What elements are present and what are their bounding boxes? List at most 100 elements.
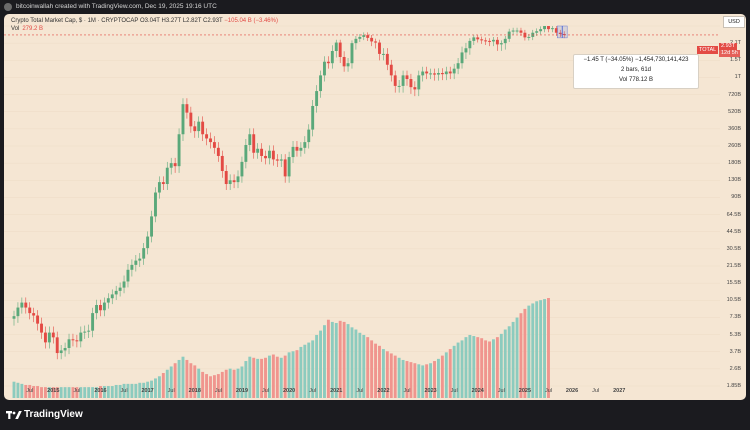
chart-header: Crypto Total Market Cap, $ · 1M · CRYPTO… [11,18,278,24]
volume-bar [409,362,413,398]
volume-bar [244,361,248,398]
candle-body [480,39,484,41]
candle-body [562,33,566,35]
candle-body [433,73,436,75]
candle-body [12,316,16,319]
candle-body [79,332,83,342]
volume-bar [157,376,161,398]
candle-body [492,39,495,42]
high-value: H3.27T [161,18,182,24]
candle-body [511,30,515,32]
symbol-title[interactable]: Crypto Total Market Cap, $ · 1M · CRYPTO… [11,18,139,24]
y-tick-label: 10.5B [726,297,741,304]
measure-tooltip: −1.45 T (−34.05%) −1,454,730,141,423 2 b… [573,54,699,89]
volume-bar [75,387,79,398]
candle-body [169,163,173,168]
candle-body [240,161,244,177]
volume-bar [366,337,370,398]
candle-body [543,26,546,30]
volume-bar [338,320,342,398]
volume-label: Vol [11,26,20,32]
candle-body [436,73,440,75]
candle-body [228,180,232,185]
volume-bar [20,383,24,398]
volume-bar [342,321,346,398]
candle-body [138,258,142,261]
volume-bar [283,355,287,398]
volume-bar [319,330,322,398]
volume-bar [252,357,256,398]
measure-volume: Vol 778.12 B [618,77,654,83]
volume-bar [507,326,511,398]
x-tick-label: 2016 [94,388,107,394]
volume-bar [468,334,472,398]
volume-bar [401,359,405,398]
volume-bar [527,305,531,398]
volume-bar [488,341,491,398]
x-tick-label: Jul [26,388,34,394]
volume-bar [205,374,209,398]
candle-body [468,40,472,49]
volume-bar [95,387,98,398]
chart-plot-area[interactable] [4,14,746,400]
volume-bar [169,366,173,398]
candle-body [75,340,79,342]
volume-bar [59,387,63,398]
candle-body [354,38,358,44]
candle-body [401,75,405,86]
candle-body [507,31,511,39]
volume-bar [40,387,43,398]
candle-body [216,147,220,156]
candle-body [248,134,252,145]
candle-body [425,71,429,74]
candle-body [87,330,91,332]
volume-bar [118,384,122,398]
volume-bar [201,371,205,398]
y-tick-label: 64.5B [726,211,741,218]
volume-bar [315,334,319,398]
y-tick-label: 30.5B [726,245,741,252]
candle-body [385,53,389,65]
candle-body [40,323,43,333]
candle-body [55,337,59,354]
candle-body [421,71,425,76]
candle-body [409,79,413,88]
volume-bar [421,365,425,398]
volume-bar [531,303,535,398]
candle-body [114,290,118,295]
candle-body [539,29,543,32]
currency-button[interactable]: USD [723,16,745,28]
x-tick-label: 2019 [235,388,249,394]
x-tick-label: 2021 [330,388,343,394]
candle-body [291,146,295,158]
volume-bar [539,300,543,398]
y-tick-label: 21.5B [726,263,741,269]
candle-body [484,40,488,42]
candle-body [519,30,523,33]
volume-bar [99,386,102,398]
volume-bar [256,358,260,398]
volume-bar [448,349,452,398]
candle-body [527,36,531,38]
candle-body [346,63,350,67]
chart-panel[interactable]: Crypto Total Market Cap, $ · 1M · CRYPTO… [4,14,746,400]
price-axis[interactable]: 4.2T2.1T1.5T1T720B520B360B260B180B130B90… [720,14,746,400]
candle-body [161,182,165,185]
top-bar: bitcoinwallah created with TradingView.c… [0,0,750,14]
volume-bar [535,301,539,398]
candle-body [212,142,216,148]
candle-body [59,350,63,354]
candle-body [476,37,480,40]
volume-bar [287,352,291,398]
candle-body [197,121,201,132]
measure-tool [557,25,568,39]
volume-bar [429,363,433,398]
candle-body [173,163,177,167]
brand-name[interactable]: TradingView [24,409,83,420]
volume-bar [472,336,476,398]
volume-bar [330,321,334,398]
y-tick-label: 520B [728,108,741,115]
candle-body [499,43,503,45]
tradingview-logo-icon[interactable] [6,410,22,420]
x-tick-label: Jul [262,388,270,394]
